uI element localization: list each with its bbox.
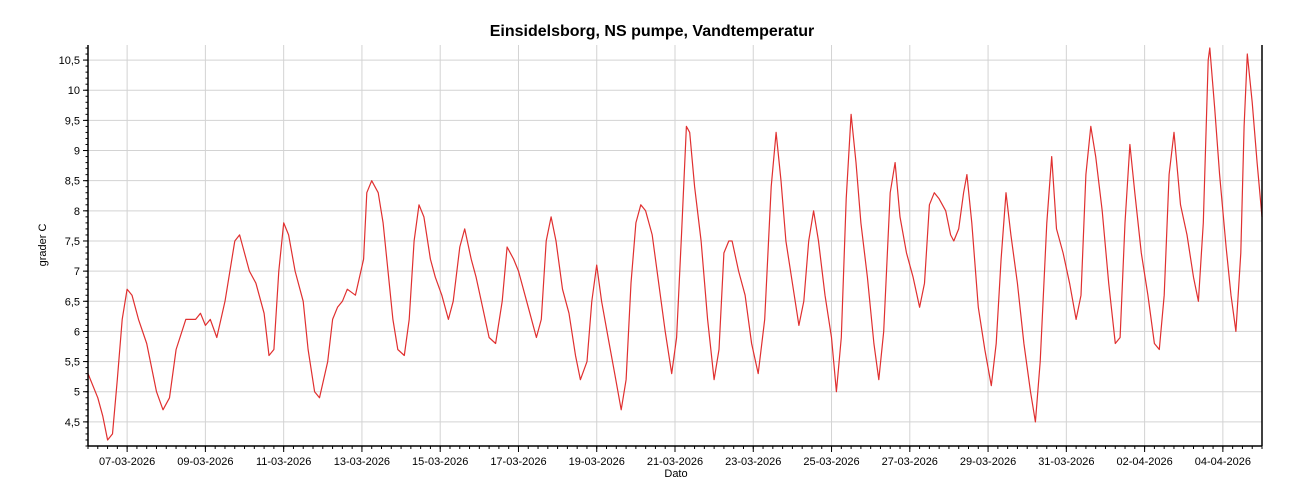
y-tick-label: 9	[74, 146, 80, 158]
chart-title: Einsidelsborg, NS pumpe, Vandtemperatur	[490, 23, 815, 40]
y-ticks: 4,5 5 5,5 6 6,5 7 7,5 8 8,5 9 9,5 10 10,5	[59, 47, 88, 447]
x-tick-label: 02-04-2026	[1116, 456, 1172, 468]
y-tick-label: 5	[74, 387, 80, 399]
y-axis-label: grader C	[37, 224, 49, 267]
x-axis-label: Dato	[664, 468, 687, 480]
x-tick-label: 17-03-2026	[490, 456, 546, 468]
y-tick-label: 8	[74, 206, 80, 218]
x-tick-label: 04-04-2026	[1195, 456, 1251, 468]
x-tick-label: 23-03-2026	[725, 456, 781, 468]
x-tick-label: 11-03-2026	[256, 456, 311, 468]
y-tick-label: 7	[74, 266, 80, 278]
y-tick-label: 10	[68, 85, 80, 97]
y-tick-label: 4,5	[65, 417, 80, 429]
x-tick-label: 27-03-2026	[882, 456, 938, 468]
x-tick-label: 07-03-2026	[99, 456, 155, 468]
x-tick-label: 19-03-2026	[569, 456, 625, 468]
x-tick-label: 25-03-2026	[803, 456, 859, 468]
y-tick-label: 10,5	[59, 55, 80, 67]
y-tick-label: 6,5	[65, 296, 80, 308]
y-tick-label: 7,5	[65, 236, 80, 248]
x-tick-label: 13-03-2026	[334, 456, 390, 468]
grid	[88, 45, 1262, 446]
y-tick-label: 6	[74, 326, 80, 338]
series-layer	[87, 47, 1263, 441]
x-tick-label: 09-03-2026	[177, 456, 233, 468]
series-line	[87, 47, 1263, 441]
y-tick-label: 8,5	[65, 176, 80, 188]
y-tick-label: 9,5	[65, 115, 80, 127]
x-tick-label: 21-03-2026	[647, 456, 703, 468]
x-tick-label: 31-03-2026	[1038, 456, 1094, 468]
x-tick-label: 15-03-2026	[412, 456, 468, 468]
y-tick-label: 5,5	[65, 357, 80, 369]
x-tick-label: 29-03-2026	[960, 456, 1016, 468]
x-ticks: 07-03-2026 09-03-2026 11-03-2026 13-03-2026…	[87, 446, 1263, 468]
